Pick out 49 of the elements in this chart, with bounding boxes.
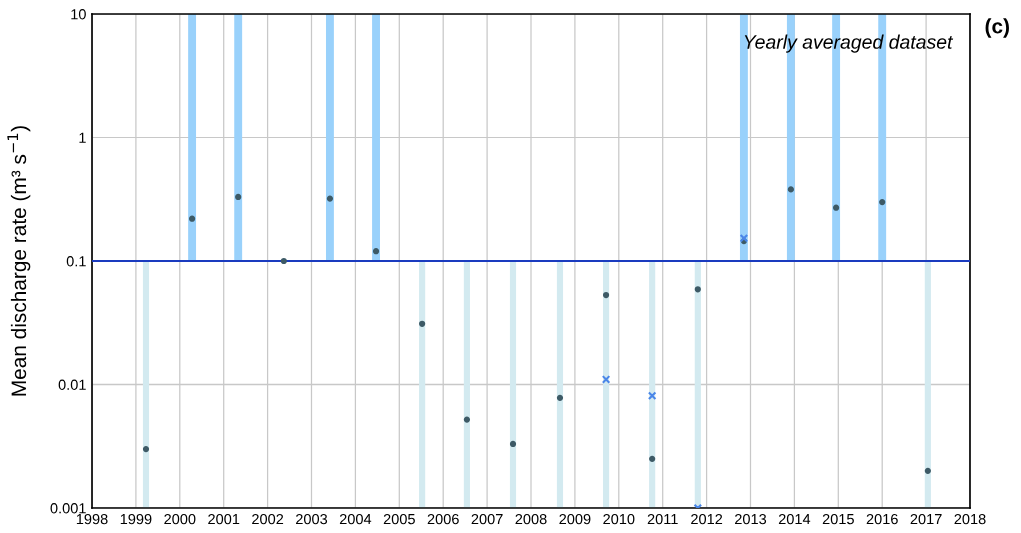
x-tick-label: 2012 <box>691 513 723 525</box>
y-tick-label: 0.001 <box>50 503 86 514</box>
y-tick-label: 0.1 <box>66 256 86 267</box>
x-tick-label: 2009 <box>559 513 591 525</box>
point <box>649 455 656 462</box>
point <box>602 291 610 299</box>
point <box>509 440 517 448</box>
text: (c) <box>985 18 1009 38</box>
point <box>647 391 657 401</box>
point <box>142 445 150 453</box>
point <box>235 193 242 201</box>
x-tick-label: 2001 <box>208 513 240 525</box>
x-tick-label: 1999 <box>120 513 152 525</box>
x-tick-label: 2015 <box>822 513 854 525</box>
x-tick-label: 2003 <box>296 513 328 525</box>
point <box>879 198 886 206</box>
y-tick-label: 10 <box>71 9 86 20</box>
point <box>833 204 840 211</box>
x-tick-label: 2017 <box>910 513 942 525</box>
x-tick-label: 2018 <box>954 513 986 525</box>
point <box>601 375 611 384</box>
x-tick-label: 2016 <box>866 513 898 525</box>
x-tick-label: 2010 <box>603 513 635 525</box>
y-tick-label: 1 <box>79 132 86 143</box>
x-tick-label: 2005 <box>383 513 415 525</box>
x-tick-label: 2002 <box>252 513 284 525</box>
x-tick-label: 2007 <box>471 513 503 525</box>
point <box>556 394 564 401</box>
point <box>188 215 196 222</box>
point <box>419 320 426 327</box>
point <box>372 248 380 255</box>
point <box>787 186 794 193</box>
y-axis-title: Mean discharge rate (m³ s$^{−1}$) <box>7 126 31 396</box>
point <box>694 286 701 293</box>
x-tick-label: 2013 <box>735 513 767 525</box>
point <box>463 416 471 423</box>
x-tick-label: 2008 <box>515 513 547 525</box>
point <box>326 195 334 202</box>
x-tick-label: 2014 <box>778 513 811 525</box>
x-tick-label: 2000 <box>164 513 196 525</box>
y-tick-label: 0.01 <box>58 379 86 390</box>
x-tick-label: 2004 <box>339 513 372 525</box>
point <box>280 257 287 265</box>
annotation: Yearly averaged dataset <box>744 34 954 53</box>
x-tick-label: 1998 <box>76 513 108 525</box>
x-tick-label: 2011 <box>647 513 678 525</box>
point <box>739 233 749 243</box>
x-tick-label: 2006 <box>427 513 459 525</box>
point <box>924 467 931 474</box>
